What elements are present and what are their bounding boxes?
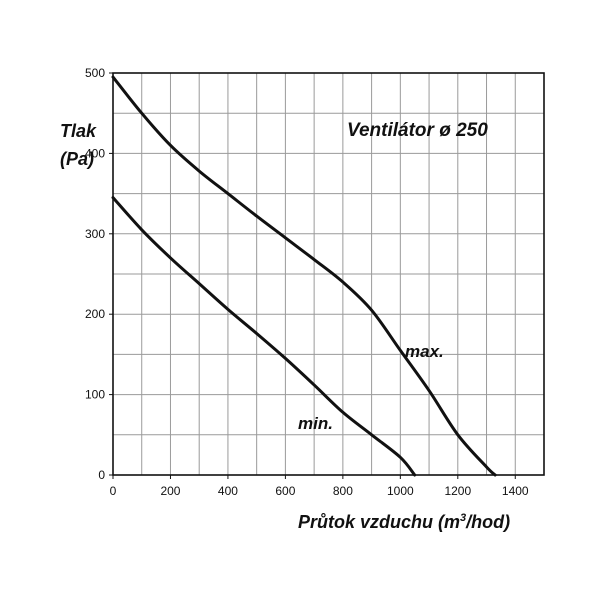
series-label-max: max.: [405, 342, 444, 361]
plot-frame: [112, 72, 545, 476]
tick-labels: 0 200 400 600 800 1000 1200 1400 0 100 200 300 400 50…: [85, 66, 529, 498]
series-line-min: [111, 196, 417, 477]
x-tick-label: 1000: [387, 484, 414, 498]
x-tick-label: 600: [275, 484, 295, 498]
y-tick-label: 500: [85, 66, 105, 80]
x-axis-label-tail: /hod): [465, 512, 510, 532]
x-tick-label: 0: [110, 484, 117, 498]
chart-title: Ventilátor ø 250: [347, 120, 488, 141]
y-tick-label: 200: [85, 307, 105, 321]
plot-frame-layer: [112, 72, 545, 476]
grid: [113, 72, 544, 475]
y-tick-label: 0: [98, 468, 105, 482]
x-tick-label: 400: [218, 484, 238, 498]
x-tick-label: 800: [333, 484, 353, 498]
y-tick-label: 400: [85, 146, 105, 160]
x-tick-label: 1400: [502, 484, 529, 498]
y-tick-label: 100: [85, 388, 105, 402]
series-line-max: [111, 75, 497, 477]
series-label-min: min.: [298, 414, 333, 433]
x-axis-label: Průtok vzduchu (m3/hod): [298, 512, 510, 532]
x-axis-label-main: Průtok vzduchu (m: [298, 512, 460, 532]
x-tick-label: 200: [160, 484, 180, 498]
y-tick-label: 300: [85, 227, 105, 241]
y-axis-label-line2: (Pa): [60, 149, 94, 169]
x-tick-label: 1200: [444, 484, 471, 498]
y-axis-label-line1: Tlak: [60, 121, 97, 141]
series-lines: [111, 75, 497, 477]
x-axis-label-superscript: 3: [460, 512, 466, 524]
